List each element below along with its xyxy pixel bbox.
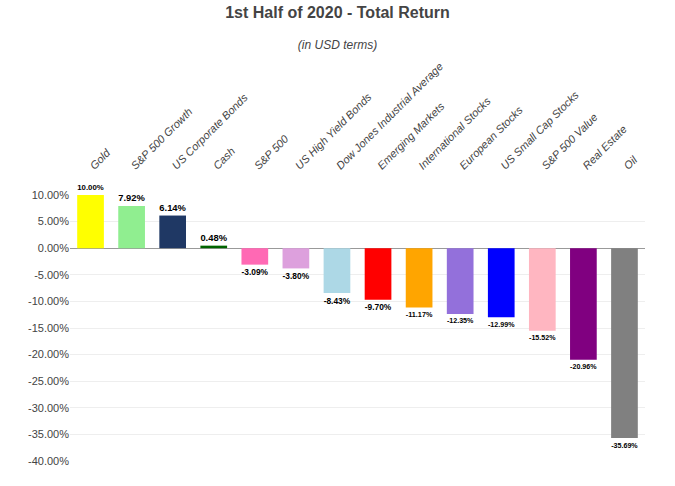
svg-text:-12.99%: -12.99% [488, 321, 515, 329]
svg-text:Emerging Markets: Emerging Markets [375, 100, 447, 172]
svg-text:Oil: Oil [621, 153, 639, 171]
svg-text:European Stocks: European Stocks [457, 104, 525, 172]
svg-text:0.48%: 0.48% [200, 233, 227, 243]
svg-text:7.92%: 7.92% [118, 193, 145, 203]
svg-text:-35.69%: -35.69% [611, 442, 638, 450]
svg-text:S&P 500: S&P 500 [252, 132, 292, 172]
svg-text:US Small Cap Stocks: US Small Cap Stocks [498, 88, 581, 171]
svg-text:-3.09%: -3.09% [242, 267, 269, 277]
svg-text:-15.52%: -15.52% [529, 334, 556, 342]
svg-text:-30.00%: -30.00% [28, 402, 69, 414]
svg-text:International Stocks: International Stocks [416, 94, 493, 171]
svg-text:0.00%: 0.00% [38, 242, 69, 254]
svg-text:(in USD terms): (in USD terms) [298, 38, 377, 52]
svg-text:Cash: Cash [211, 145, 238, 172]
svg-text:-10.00%: -10.00% [28, 295, 69, 307]
svg-text:Real Estate: Real Estate [580, 123, 629, 172]
svg-text:Gold: Gold [87, 146, 113, 172]
svg-text:-25.00%: -25.00% [28, 375, 69, 387]
svg-text:-5.00%: -5.00% [34, 269, 69, 281]
svg-text:10.00%: 10.00% [32, 189, 70, 201]
svg-text:-11.17%: -11.17% [406, 310, 433, 319]
svg-text:-20.96%: -20.96% [570, 363, 597, 371]
svg-text:-40.00%: -40.00% [28, 455, 69, 467]
svg-text:US Corporate Bonds: US Corporate Bonds [169, 91, 250, 172]
svg-text:6.14%: 6.14% [159, 203, 186, 213]
svg-text:S&P 500 Growth: S&P 500 Growth [128, 105, 194, 171]
svg-text:-35.00%: -35.00% [28, 428, 69, 440]
svg-text:US High Yield Bonds: US High Yield Bonds [293, 90, 374, 171]
svg-text:-8.43%: -8.43% [324, 296, 351, 306]
svg-text:5.00%: 5.00% [38, 215, 69, 227]
svg-text:-20.00%: -20.00% [28, 348, 69, 360]
svg-text:-9.70%: -9.70% [365, 302, 392, 312]
svg-text:1st Half of 2020 - Total Retur: 1st Half of 2020 - Total Return [225, 4, 450, 21]
svg-text:-3.80%: -3.80% [283, 271, 310, 281]
svg-text:Dow Jones Industrial Average: Dow Jones Industrial Average [334, 60, 445, 171]
svg-text:S&P 500 Value: S&P 500 Value [539, 111, 600, 172]
svg-text:-15.00%: -15.00% [28, 322, 69, 334]
svg-text:10.00%: 10.00% [77, 183, 104, 192]
svg-text:-12.35%: -12.35% [447, 317, 474, 325]
